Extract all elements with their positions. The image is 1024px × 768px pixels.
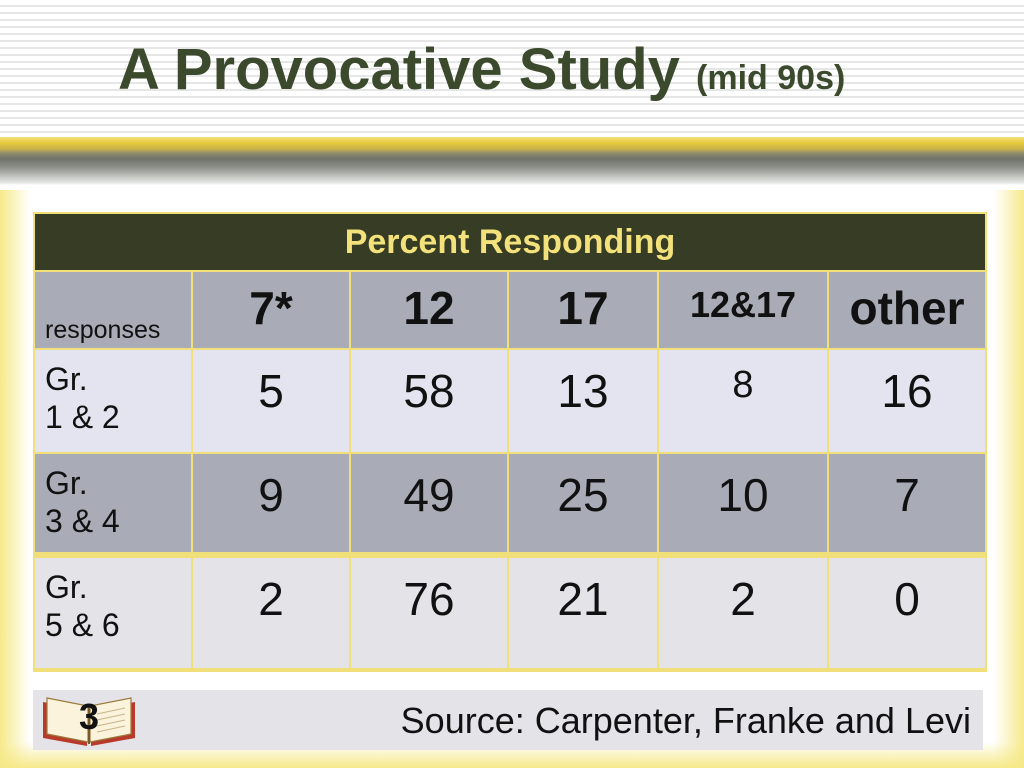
table-row: Gr. 5 & 6 2 76 21 2 0: [35, 554, 985, 670]
table-cell: 13: [509, 350, 659, 454]
header-cell-12-17: 12&17: [659, 272, 829, 350]
footer-bar: 3 Source: Carpenter, Franke and Levi: [33, 690, 983, 750]
row-label: Gr. 1 & 2: [35, 350, 193, 454]
table-cell: 58: [351, 350, 509, 454]
table-caption: Percent Responding: [35, 214, 985, 272]
header-divider: [0, 137, 1024, 185]
table-cell: 10: [659, 454, 829, 554]
row-label-line1: Gr.: [45, 569, 88, 605]
row-label-line2: 5 & 6: [45, 607, 120, 643]
row-label-line1: Gr.: [45, 361, 88, 397]
table-cell: 76: [351, 558, 509, 670]
row-label-line1: Gr.: [45, 465, 88, 501]
table-row: Gr. 3 & 4 9 49 25 10 7: [35, 454, 985, 554]
row-label-line2: 3 & 4: [45, 503, 120, 539]
table-cell: 7: [829, 454, 985, 554]
table-cell: 5: [193, 350, 351, 454]
table-cell: 25: [509, 454, 659, 554]
source-citation: Source: Carpenter, Franke and Levi: [400, 700, 971, 741]
title-main: A Provocative Study: [118, 37, 680, 102]
header-cell-7: 7*: [193, 272, 351, 350]
header-band: [0, 0, 1024, 140]
header-cell-other: other: [829, 272, 985, 350]
header-cell-17: 17: [509, 272, 659, 350]
left-glow: [0, 190, 30, 768]
table-header-row: responses 7* 12 17 12&17 other: [35, 272, 985, 350]
table-cell: 8: [659, 350, 829, 454]
table-cell: 16: [829, 350, 985, 454]
header-cell-responses: responses: [35, 272, 193, 350]
table-cell: 2: [659, 558, 829, 670]
table-cell: 2: [193, 558, 351, 670]
results-table: Percent Responding responses 7* 12 17 12…: [33, 212, 987, 672]
slide-badge-number: 3: [79, 696, 100, 737]
right-glow: [994, 190, 1024, 768]
header-cell-12: 12: [351, 272, 509, 350]
row-label: Gr. 3 & 4: [35, 454, 193, 554]
row-label-line2: 1 & 2: [45, 399, 120, 435]
table-cell: 49: [351, 454, 509, 554]
table-row: Gr. 1 & 2 5 58 13 8 16: [35, 350, 985, 454]
open-book-icon: 3: [39, 688, 139, 750]
table-cell: 9: [193, 454, 351, 554]
slide-title: A Provocative Study (mid 90s): [118, 36, 845, 103]
row-label: Gr. 5 & 6: [35, 558, 193, 670]
title-sub: (mid 90s): [696, 59, 846, 97]
table-cell: 0: [829, 558, 985, 670]
table-cell: 21: [509, 558, 659, 670]
